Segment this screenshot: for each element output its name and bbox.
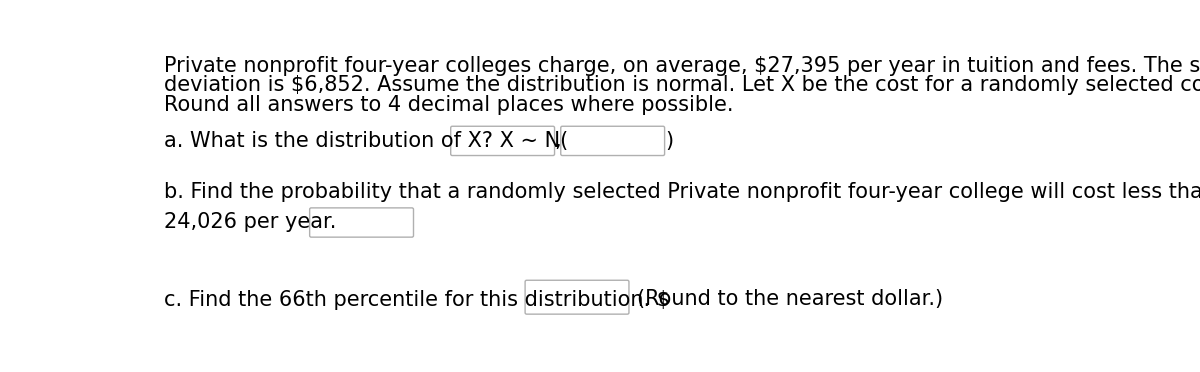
Text: Round all answers to 4 decimal places where possible.: Round all answers to 4 decimal places wh… — [164, 95, 733, 115]
FancyBboxPatch shape — [310, 208, 414, 237]
Text: Private nonprofit four-year colleges charge, on average, $27,395 per year in tui: Private nonprofit four-year colleges cha… — [164, 56, 1200, 76]
Text: ,: , — [554, 131, 562, 151]
FancyBboxPatch shape — [560, 126, 665, 155]
Text: ): ) — [665, 131, 673, 151]
Text: a. What is the distribution of X? X ∼ N(: a. What is the distribution of X? X ∼ N( — [164, 131, 569, 151]
Text: 24,026 per year.: 24,026 per year. — [164, 212, 336, 232]
Text: (Round to the nearest dollar.): (Round to the nearest dollar.) — [637, 289, 943, 310]
Text: c. Find the 66th percentile for this distribution. $: c. Find the 66th percentile for this dis… — [164, 289, 670, 310]
Text: b. Find the probability that a randomly selected Private nonprofit four-year col: b. Find the probability that a randomly … — [164, 182, 1200, 202]
FancyBboxPatch shape — [451, 126, 554, 155]
FancyBboxPatch shape — [526, 280, 629, 314]
Text: deviation is $6,852. Assume the distribution is normal. Let X be the cost for a : deviation is $6,852. Assume the distribu… — [164, 76, 1200, 96]
